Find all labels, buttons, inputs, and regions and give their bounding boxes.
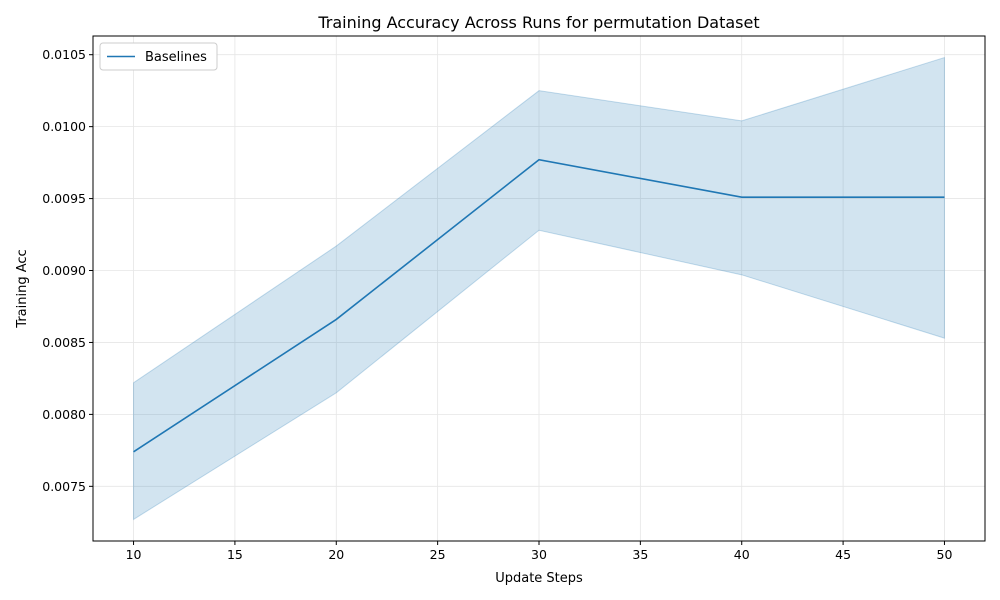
y-tick-label: 0.0095 bbox=[42, 191, 86, 206]
y-tick-label: 0.0105 bbox=[42, 47, 86, 62]
x-tick-label: 40 bbox=[734, 547, 750, 562]
x-tick-label: 50 bbox=[937, 547, 953, 562]
y-tick-label: 0.0090 bbox=[42, 263, 86, 278]
series-line-baselines bbox=[133, 158, 945, 453]
x-axis-ticks: 10 15 20 25 30 35 40 45 50 bbox=[126, 541, 953, 562]
series-line-layer bbox=[133, 158, 945, 453]
grid bbox=[93, 36, 985, 541]
x-axis-label: Update Steps bbox=[495, 571, 583, 586]
y-tick-label: 0.0085 bbox=[42, 335, 86, 350]
legend: Baselines bbox=[99, 42, 218, 71]
x-tick-label: 35 bbox=[632, 547, 648, 562]
y-tick-label: 0.0075 bbox=[42, 479, 86, 494]
y-tick-label: 0.0080 bbox=[42, 407, 86, 422]
confidence-band-layer bbox=[133, 56, 945, 521]
legend-label-baselines: Baselines bbox=[145, 50, 207, 65]
x-tick-label: 45 bbox=[835, 547, 851, 562]
x-tick-label: 20 bbox=[328, 547, 344, 562]
x-tick-label: 15 bbox=[227, 547, 243, 562]
x-tick-label: 25 bbox=[430, 547, 446, 562]
legend-box bbox=[99, 42, 218, 71]
chart-title: Training Accuracy Across Runs for permut… bbox=[317, 13, 759, 32]
confidence-band bbox=[133, 56, 945, 521]
y-tick-label: 0.0100 bbox=[42, 119, 86, 134]
y-axis-label: Training Acc bbox=[15, 249, 30, 328]
x-tick-label: 30 bbox=[531, 547, 547, 562]
y-axis-ticks: 0.0075 0.0080 0.0085 0.0090 0.0095 0.0100 0.01… bbox=[42, 47, 93, 494]
x-tick-label: 10 bbox=[126, 547, 142, 562]
